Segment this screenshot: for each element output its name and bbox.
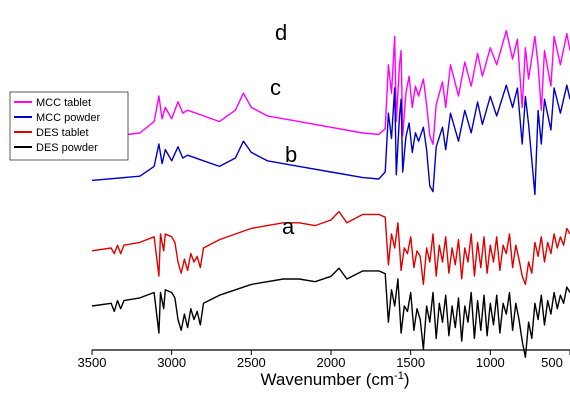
curve-label-a: a: [282, 214, 295, 239]
curve-label-b: b: [285, 142, 297, 167]
series-line-d: [91, 30, 570, 145]
x-tick-label: 1500: [396, 355, 425, 370]
series-line-c: [91, 84, 570, 196]
series-line-b: [91, 210, 570, 286]
x-tick-label: 2500: [237, 355, 266, 370]
curve-label-c: c: [270, 75, 281, 100]
x-axis-ticks: 3500 3000 2500 2000 1500 1000 500: [78, 350, 570, 370]
curve-labels: d c b a: [270, 20, 297, 239]
legend-box: [9, 91, 129, 161]
legend-label: DES powder: [36, 142, 98, 154]
legend-label: DES tablet: [36, 127, 89, 139]
curve-label-d: d: [275, 20, 287, 45]
x-tick-label: 500: [541, 355, 563, 370]
x-tick-label: 1000: [476, 355, 505, 370]
x-axis-title: Wavenumber (cm-1): [261, 370, 410, 389]
x-tick-label: 2000: [317, 355, 346, 370]
legend-label: MCC tablet: [36, 97, 91, 109]
legend-label: MCC powder: [36, 112, 101, 124]
legend: MCC tablet MCC powder DES tablet DES powder: [9, 91, 129, 161]
x-tick-label: 3500: [78, 355, 107, 370]
series-line-a: [91, 267, 570, 358]
x-tick-label: 3000: [157, 355, 186, 370]
spectra-curves: [91, 30, 570, 358]
